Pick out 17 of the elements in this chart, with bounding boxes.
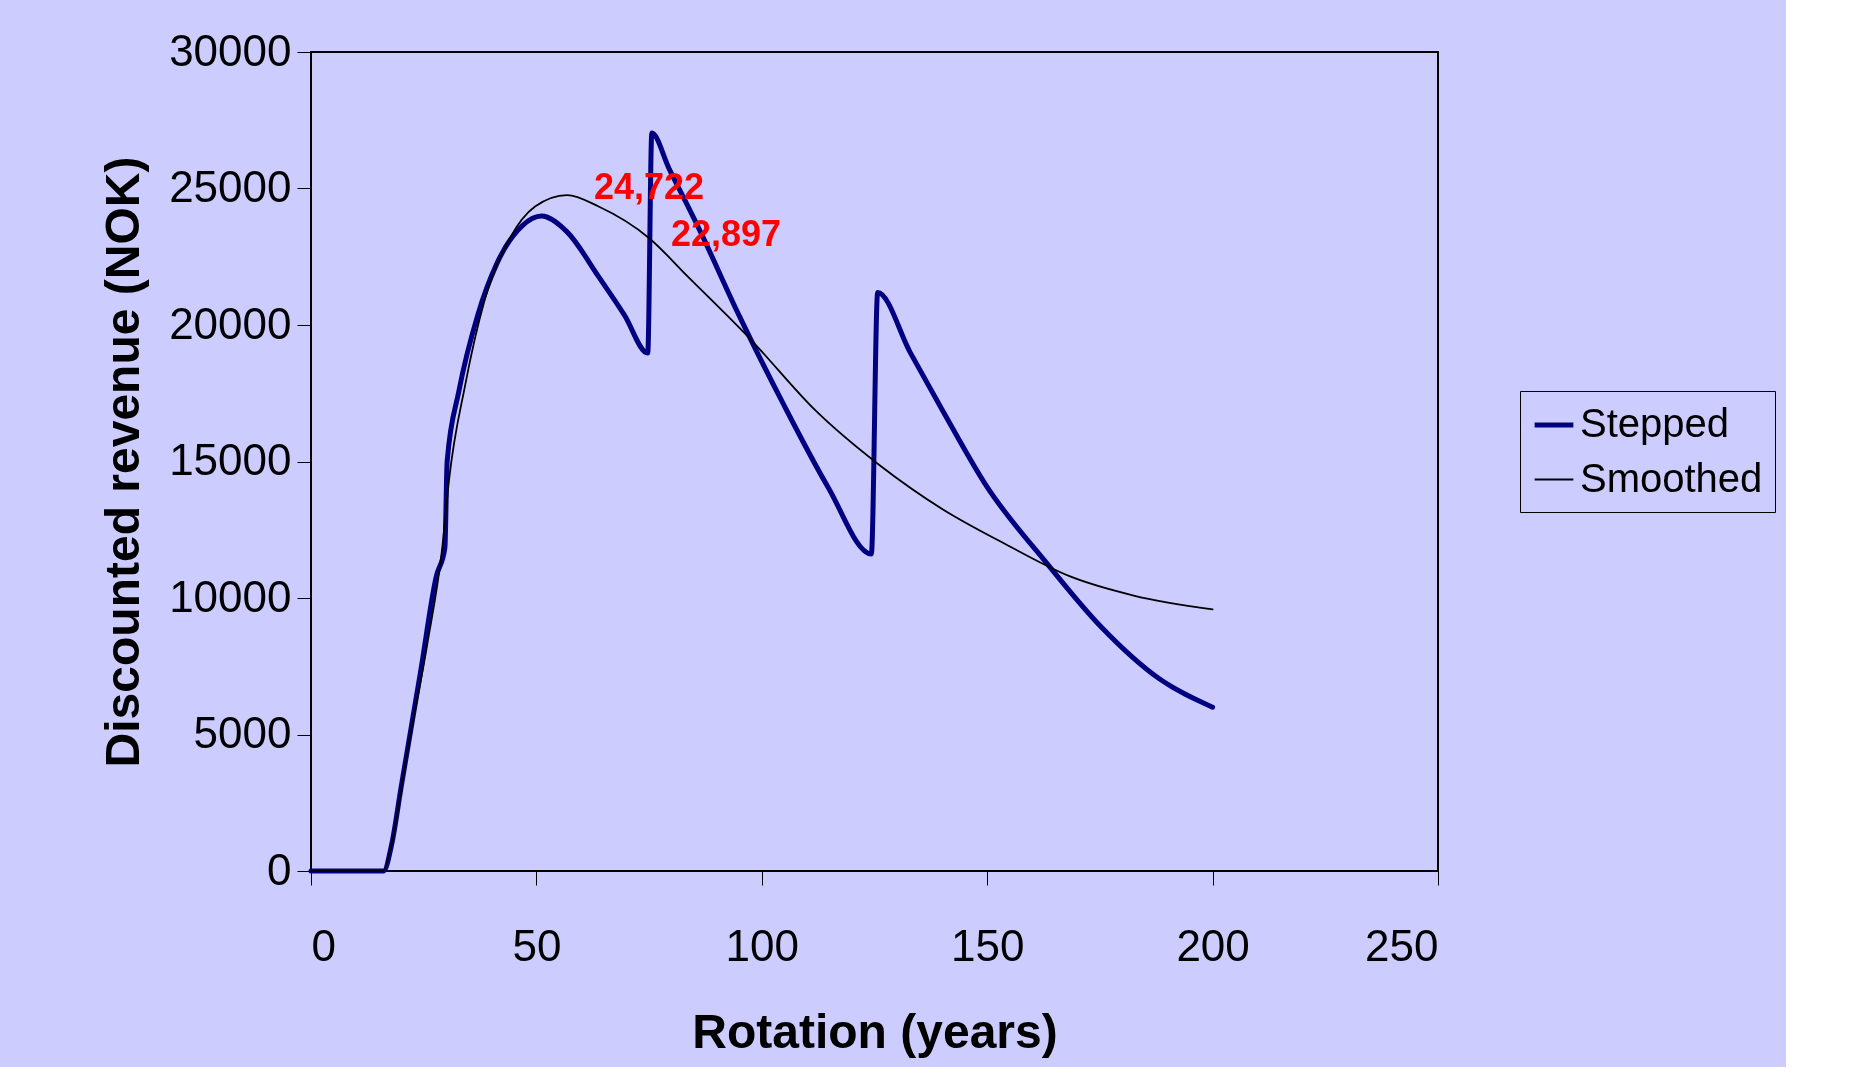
y-tick-label: 30000 xyxy=(169,25,292,75)
x-tick-label: 100 xyxy=(725,920,800,970)
x-tick-label: 0 xyxy=(311,920,336,970)
x-tick-label: 200 xyxy=(1176,920,1250,970)
x-axis-title: Rotation (years) xyxy=(692,1004,1058,1058)
y-tick-label: 5000 xyxy=(193,708,292,757)
y-tick-label: 10000 xyxy=(169,571,292,621)
x-tick-label: 50 xyxy=(512,920,562,970)
legend-label: Smoothed xyxy=(1580,455,1763,500)
y-tick-label: 25000 xyxy=(169,162,292,211)
y-tick-label: 0 xyxy=(267,844,292,894)
y-tick-label: 15000 xyxy=(169,435,292,484)
legend-label: Stepped xyxy=(1580,401,1730,445)
y-tick-label: 20000 xyxy=(169,298,292,348)
x-tick-label: 250 xyxy=(1365,920,1439,970)
y-axis-title: Discounted revenue (NOK) xyxy=(96,156,150,768)
x-tick-label: 150 xyxy=(950,920,1025,970)
